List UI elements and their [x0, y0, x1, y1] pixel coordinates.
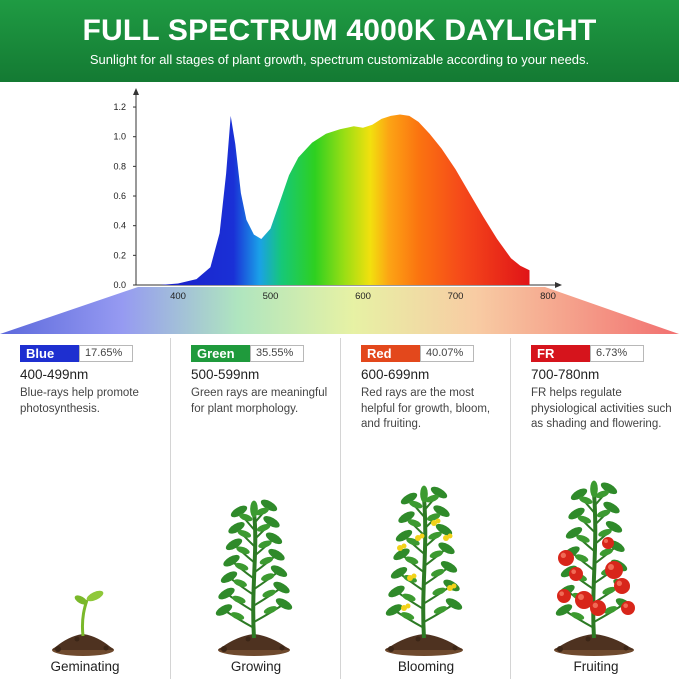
band-description: Blue-rays help promote photosynthesis. [20, 387, 139, 415]
y-tick-label: 1.0 [113, 132, 126, 142]
x-axis-arrow [555, 282, 562, 288]
x-tick-label: 500 [263, 291, 279, 302]
band-badge: FR 6.73% [531, 345, 644, 362]
x-tick-label: 400 [170, 291, 186, 302]
plant-illustration [52, 590, 114, 656]
y-axis-ticks: 0.0 0.2 0.4 0.6 0.8 1.0 1.2 [113, 102, 136, 290]
header-banner: FULL SPECTRUM 4000K DAYLIGHT Sunlight fo… [0, 0, 679, 82]
y-tick-label: 0.0 [113, 280, 126, 290]
band-badge: Green 35.55% [191, 345, 304, 362]
band-badge: Blue 17.65% [20, 345, 133, 362]
band-range: 500-599nm [191, 367, 260, 382]
band-description: Green rays are meaningful for plant morp… [191, 387, 328, 415]
y-tick-label: 0.2 [113, 250, 126, 260]
band-name: Blue [20, 345, 79, 362]
page-subtitle: Sunlight for all stages of plant growth,… [89, 52, 590, 67]
growth-stage-label: Geminating [50, 659, 120, 674]
spectrum-chart: 0.0 0.2 0.4 0.6 0.8 1.0 1.2 400 500 600 700 800 [0, 88, 679, 334]
spectrum-projection [0, 287, 679, 334]
growth-stage-label: Growing [230, 659, 282, 674]
band-name: Red [361, 345, 420, 362]
growth-stage-label: Fruiting [573, 659, 619, 674]
spectrum-area [159, 114, 530, 285]
band-column-red: Red 40.07% 600-699nm Red rays are the mo… [340, 338, 510, 679]
band-range: 700-780nm [531, 367, 600, 382]
y-tick-label: 0.8 [113, 161, 126, 171]
band-name: Green [191, 345, 250, 362]
x-tick-label: 700 [448, 291, 464, 302]
band-range: 400-499nm [20, 367, 89, 382]
band-description: FR helps regulate physiological activiti… [531, 387, 672, 430]
y-tick-label: 0.4 [113, 221, 126, 231]
plant-illustration [385, 485, 463, 656]
growth-stage-label: Blooming [397, 659, 455, 674]
band-badge: Red 40.07% [361, 345, 474, 362]
y-tick-label: 1.2 [113, 102, 126, 112]
y-tick-label: 0.6 [113, 191, 126, 201]
x-axis-ticks: 400 500 600 700 800 [170, 291, 556, 302]
x-tick-label: 600 [355, 291, 371, 302]
band-column-fr: FR 6.73% 700-780nm FR helps regulate phy… [510, 338, 679, 679]
band-column-blue: Blue 17.65% 400-499nm Blue-rays help pro… [0, 338, 170, 679]
band-percent: 6.73% [590, 345, 644, 362]
y-axis-arrow [133, 88, 139, 95]
band-percent: 35.55% [250, 345, 304, 362]
band-name: FR [531, 345, 590, 362]
plant-illustration [215, 499, 293, 656]
band-percent: 17.65% [79, 345, 133, 362]
page-title: FULL SPECTRUM 4000K DAYLIGHT [82, 14, 597, 47]
x-tick-label: 800 [540, 291, 556, 302]
band-description: Red rays are the most helpful for growth… [361, 387, 491, 430]
band-range: 600-699nm [361, 367, 430, 382]
plant-illustration [554, 480, 635, 656]
band-percent: 40.07% [420, 345, 474, 362]
band-column-green: Green 35.55% 500-599nm Green rays are me… [170, 338, 340, 679]
